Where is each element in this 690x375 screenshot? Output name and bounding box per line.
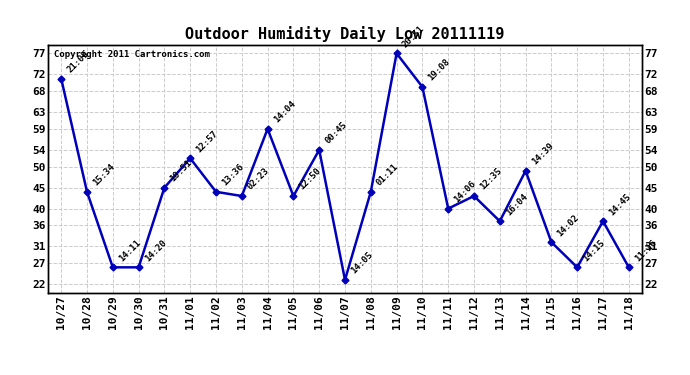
Text: 15:34: 15:34 (91, 162, 117, 188)
Text: 19:08: 19:08 (426, 57, 452, 83)
Text: 14:02: 14:02 (555, 213, 581, 238)
Text: 21:09: 21:09 (66, 49, 90, 74)
Text: 20:51: 20:51 (401, 24, 426, 49)
Title: Outdoor Humidity Daily Low 20111119: Outdoor Humidity Daily Low 20111119 (186, 27, 504, 42)
Text: 12:57: 12:57 (195, 129, 219, 154)
Text: 16:04: 16:04 (504, 192, 529, 217)
Text: Copyright 2011 Cartronics.com: Copyright 2011 Cartronics.com (55, 50, 210, 59)
Text: 01:11: 01:11 (375, 162, 400, 188)
Text: 12:35: 12:35 (478, 166, 504, 192)
Text: 14:15: 14:15 (582, 238, 607, 263)
Text: 10:51: 10:51 (168, 158, 194, 183)
Text: 14:39: 14:39 (530, 141, 555, 166)
Text: 14:20: 14:20 (143, 238, 168, 263)
Text: 12:50: 12:50 (297, 166, 323, 192)
Text: 14:11: 14:11 (117, 238, 142, 263)
Text: 14:04: 14:04 (272, 99, 297, 125)
Text: 14:06: 14:06 (453, 179, 477, 204)
Text: 13:36: 13:36 (220, 162, 246, 188)
Text: 00:45: 00:45 (324, 120, 348, 146)
Text: 14:45: 14:45 (607, 192, 633, 217)
Text: 02:23: 02:23 (246, 166, 271, 192)
Text: 14:05: 14:05 (349, 251, 375, 276)
Text: 11:16: 11:16 (633, 238, 658, 263)
